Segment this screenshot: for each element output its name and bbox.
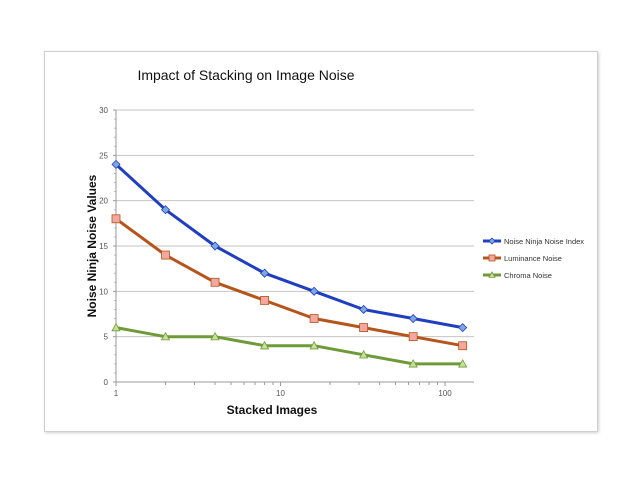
legend-marker [488, 237, 496, 245]
data-point [309, 340, 319, 350]
data-point [260, 295, 269, 305]
data-point [408, 332, 418, 342]
data-point [457, 359, 468, 368]
data-point [160, 331, 171, 341]
data-point [260, 268, 270, 278]
gridlines [113, 109, 474, 386]
data-point [358, 349, 369, 359]
data-point [359, 304, 369, 315]
data-point [160, 205, 171, 215]
y-tick-label: 20 [99, 197, 108, 206]
data-point [259, 340, 270, 350]
data-point [210, 277, 220, 287]
axes [115, 110, 474, 383]
data-point [408, 359, 418, 368]
series-lines [111, 159, 468, 368]
y-tick-label: 10 [99, 287, 108, 296]
data-point [408, 313, 418, 324]
data-point [111, 214, 121, 224]
data-point [161, 250, 170, 260]
y-axis-title: Noise Ninja Noise Values [85, 174, 99, 317]
data-point [458, 341, 468, 351]
data-point [210, 241, 220, 251]
x-axis-title: Stacked Images [227, 403, 318, 417]
x-tick-label: 100 [438, 389, 452, 398]
x-tick-label: 10 [276, 389, 285, 398]
data-point [111, 159, 121, 169]
series-0 [111, 159, 468, 333]
series-line [115, 217, 463, 348]
legend-label: Chroma Noise [504, 271, 552, 280]
legend-label: Luminance Noise [504, 254, 562, 263]
legend-label: Noise Ninja Noise Index [504, 237, 584, 246]
series-line [115, 326, 463, 366]
legend-item: Chroma Noise [483, 271, 552, 280]
chart-frame [44, 51, 598, 432]
data-point [309, 286, 319, 296]
data-point [111, 322, 121, 332]
data-point [458, 323, 468, 333]
y-tick-label: 15 [99, 242, 108, 251]
legend-item: Noise Ninja Noise Index [483, 237, 584, 246]
data-point [359, 323, 369, 333]
data-point [210, 331, 220, 341]
y-tick-label: 25 [99, 151, 108, 160]
data-point [309, 314, 319, 323]
legend-marker [488, 271, 496, 278]
legend: Noise Ninja Noise Index Luminance Noise Ch… [483, 237, 584, 280]
y-tick-label: 30 [99, 106, 108, 115]
series-line [114, 163, 463, 330]
series-1 [111, 214, 468, 351]
legend-item: Luminance Noise [483, 254, 562, 263]
tick-labels: 0 5 10 15 20 25 30 1 10 100 [99, 106, 452, 398]
legend-marker [488, 254, 496, 262]
y-tick-label: 5 [104, 333, 109, 342]
series-2 [111, 322, 468, 368]
y-tick-label: 0 [104, 378, 109, 387]
x-tick-label: 1 [114, 389, 119, 398]
chart-title: Impact of Stacking on Image Noise [137, 67, 354, 83]
